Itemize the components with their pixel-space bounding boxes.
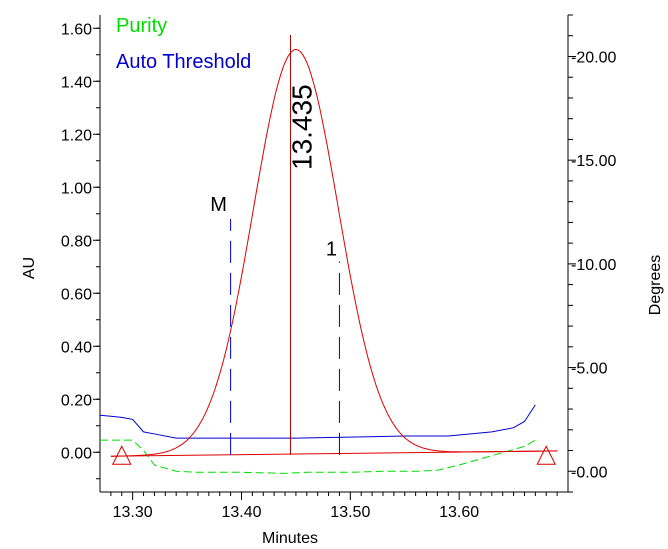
- y-right-tick-label: -5.00: [571, 361, 608, 378]
- auto-threshold-line: [99, 404, 536, 439]
- y-right-tick-label: -10.00: [571, 257, 616, 274]
- y-axis-right-title: Degrees: [647, 255, 664, 315]
- baseline-triangle-marker: [111, 445, 132, 465]
- right-axis-ticks: -0.00 -5.00 -10.00 -15.00 -20.00: [568, 14, 616, 493]
- y-left-tick-label: 0.40: [61, 339, 92, 356]
- x-tick-label: 13.40: [221, 504, 261, 521]
- purity-line: [100, 439, 536, 474]
- baseline-triangle-marker: [536, 445, 557, 465]
- chromatogram-peak: [110, 48, 558, 457]
- legend: Purity Auto Threshold: [116, 15, 251, 73]
- integration-mark-label-1: 1: [326, 238, 337, 260]
- y-left-tick-label: 0.60: [61, 286, 92, 303]
- y-left-tick-label: 0.20: [61, 392, 92, 409]
- axes: [99, 15, 569, 493]
- x-tick-label: 13.60: [439, 504, 479, 521]
- y-axis-left-title: AU: [21, 257, 38, 279]
- x-axis-ticks: 13.30 13.40 13.50 13.60: [110, 492, 558, 521]
- legend-purity: Purity: [116, 15, 167, 37]
- y-left-tick-label: 1.40: [61, 74, 92, 91]
- y-left-tick-label: 0.00: [61, 445, 92, 462]
- y-right-tick-label: -20.00: [571, 49, 616, 66]
- series-layer: [99, 35, 558, 474]
- y-left-tick-label: 1.00: [61, 180, 92, 197]
- y-right-tick-label: -15.00: [571, 153, 616, 170]
- x-tick-label: 13.50: [330, 504, 370, 521]
- x-tick-label: 13.30: [113, 504, 153, 521]
- y-left-tick-label: 0.80: [61, 233, 92, 250]
- apex-retention-time-label: 13.435: [286, 84, 317, 170]
- legend-auto-threshold: Auto Threshold: [116, 51, 251, 73]
- integration-mark-label-m: M: [210, 194, 227, 216]
- y-left-tick-label: 1.20: [61, 127, 92, 144]
- y-left-tick-label: 1.60: [61, 21, 92, 38]
- x-axis-title: Minutes: [262, 530, 318, 547]
- left-axis-ticks: 0.00 0.20 0.40 0.60 0.80 1.00 1.20 1.40 1.60: [61, 21, 100, 480]
- y-right-tick-label: -0.00: [571, 464, 608, 481]
